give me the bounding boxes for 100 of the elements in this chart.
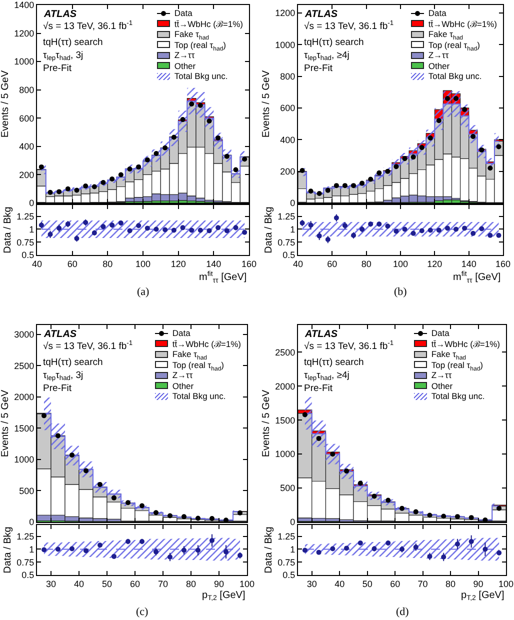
y-tick-label: 2000	[275, 381, 296, 392]
annotation: τ$_{lep}$τ$_{had}$, 3j	[43, 50, 84, 62]
legend-label: Data	[172, 328, 190, 338]
y-axis-title: Events / 5 GeV	[261, 390, 272, 458]
x-tick-label: 160	[495, 258, 511, 269]
x-tick-label: 90	[214, 578, 224, 589]
y-tick-label: 0.75	[16, 557, 34, 568]
x-tick-label: 120	[170, 258, 186, 269]
y-tick-label: 400	[19, 142, 34, 152]
x-tick-label: 40	[74, 578, 84, 589]
x-tick-label: 60	[390, 578, 400, 589]
legend-label: Top (real τ$_{had}$)	[174, 40, 226, 52]
annotation: √s = 13 TeV, 36.1 fb$^{-1}$	[43, 20, 133, 32]
annotation: Pre-Fit	[304, 63, 333, 74]
y-tick-label: 800	[280, 71, 296, 82]
annotation: √s = 13 TeV, 36.1 fb$^{-1}$	[304, 340, 394, 352]
x-tick-label: 100	[392, 258, 408, 269]
annotation: Pre-Fit	[43, 383, 72, 394]
y-tick-label: 0.5	[22, 570, 34, 580]
legend-label: Total Bkg unc.	[172, 391, 226, 402]
y-axis-title: Data / Bkg	[2, 206, 14, 254]
legend-label: Total Bkg unc.	[431, 391, 485, 402]
annotation: τ$_{lep}$τ$_{had}$, ≥4j	[304, 50, 350, 62]
y-tick-label: 0.75	[16, 237, 34, 248]
annotation: √s = 13 TeV, 36.1 fb$^{-1}$	[304, 20, 394, 32]
y-axis-title: Data / Bkg	[264, 526, 275, 574]
x-axis-title: p$_{T,2}$ [GeV]	[202, 590, 246, 602]
annotation: ATLAS	[304, 9, 338, 20]
y-axis-title: Events / 5 GeV	[261, 70, 272, 138]
legend-label: Data	[428, 8, 446, 18]
legend-label: Total Bkg unc.	[428, 71, 482, 82]
annotation: τ$_{lep}$τ$_{had}$, ≥4j	[304, 370, 350, 382]
legend-label: tt̄→WbHc (ℬ=1%)	[431, 338, 500, 349]
x-tick-label: 60	[327, 258, 338, 269]
legend-label: Fake τ$_{had}$	[172, 349, 207, 362]
x-tick-label: 160	[241, 258, 257, 269]
annotation: τ$_{lep}$τ$_{had}$, 3j	[43, 370, 84, 382]
x-tick-label: 90	[473, 578, 484, 589]
x-tick-label: 100	[498, 578, 514, 589]
y-tick-label: 0	[29, 198, 34, 208]
legend-label: Other	[172, 380, 194, 391]
y-tick-label: 1.25	[16, 211, 34, 222]
x-tick-label: 50	[362, 578, 372, 589]
annotation: Pre-Fit	[304, 383, 333, 394]
y-tick-label: 1	[290, 224, 296, 234]
y-tick-label: 200	[280, 166, 296, 176]
legend-label: tt̄→WbHc (ℬ=1%)	[428, 18, 497, 29]
y-tick-label: 2500	[275, 347, 296, 358]
x-tick-label: 80	[186, 578, 196, 589]
legend-label: Z→ττ	[431, 370, 452, 380]
annotation: ATLAS	[304, 329, 338, 340]
x-tick-label: 40	[32, 258, 42, 269]
legend-label: Total Bkg unc.	[174, 71, 228, 82]
x-tick-label: 50	[102, 578, 112, 589]
legend-label: Other	[174, 60, 196, 71]
y-tick-label: 1.25	[278, 531, 296, 542]
y-tick-label: 1	[29, 224, 34, 234]
x-tick-label: 70	[158, 578, 168, 589]
y-tick-label: 0.5	[282, 250, 296, 260]
x-tick-label: 80	[446, 578, 456, 589]
y-tick-label: 1000	[275, 449, 296, 460]
legend-label: Fake τ$_{had}$	[174, 29, 209, 42]
y-tick-label: 1400	[14, 0, 34, 10]
legend-label: Other	[428, 60, 450, 71]
annotation: tqH(ττ) search	[43, 357, 103, 368]
y-tick-label: 0.5	[282, 570, 296, 580]
annotation: ATLAS	[43, 9, 77, 20]
y-tick-label: 1500	[14, 423, 34, 434]
legend-label: tt̄→WbHc (ℬ=1%)	[172, 338, 241, 349]
y-tick-label: 1	[290, 544, 296, 554]
x-tick-label: 60	[130, 578, 140, 589]
legend-label: Z→ττ	[174, 50, 195, 60]
y-tick-label: 500	[280, 483, 296, 494]
y-tick-label: 1000	[14, 56, 34, 67]
x-axis-title: m$^{fit}$$_{ττ}$ [GeV]	[199, 270, 247, 284]
x-tick-label: 120	[427, 258, 442, 269]
y-tick-label: 0.75	[278, 237, 296, 248]
y-tick-label: 2000	[14, 392, 34, 402]
x-tick-label: 70	[418, 578, 428, 589]
annotation: tqH(ττ) search	[43, 37, 103, 48]
legend-label: tt̄→WbHc (ℬ=1%)	[174, 18, 243, 29]
legend-label: Data	[431, 328, 450, 338]
y-tick-label: 0	[29, 517, 34, 528]
x-axis-title: m$^{fit}$$_{ττ}$ [GeV]	[453, 270, 501, 284]
legend-label: Data	[174, 8, 192, 18]
annotation: ATLAS	[43, 329, 77, 340]
annotation: Pre-Fit	[43, 63, 72, 74]
y-tick-label: 1.25	[16, 531, 34, 542]
y-tick-label: 1.25	[278, 211, 296, 222]
legend-label: Top (real τ$_{had}$)	[428, 40, 480, 52]
x-axis-title: p$_{T,2}$ [GeV]	[461, 590, 504, 602]
x-tick-label: 40	[292, 258, 304, 269]
y-tick-label: 600	[280, 103, 296, 114]
y-tick-label: 1	[29, 544, 34, 554]
legend-label: Fake τ$_{had}$	[428, 29, 463, 42]
y-tick-label: 800	[19, 85, 34, 96]
x-tick-label: 40	[334, 578, 345, 589]
y-tick-label: 1200	[14, 28, 34, 38]
x-tick-label: 60	[67, 258, 78, 269]
y-axis-title: Events / 5 GeV	[0, 70, 12, 138]
